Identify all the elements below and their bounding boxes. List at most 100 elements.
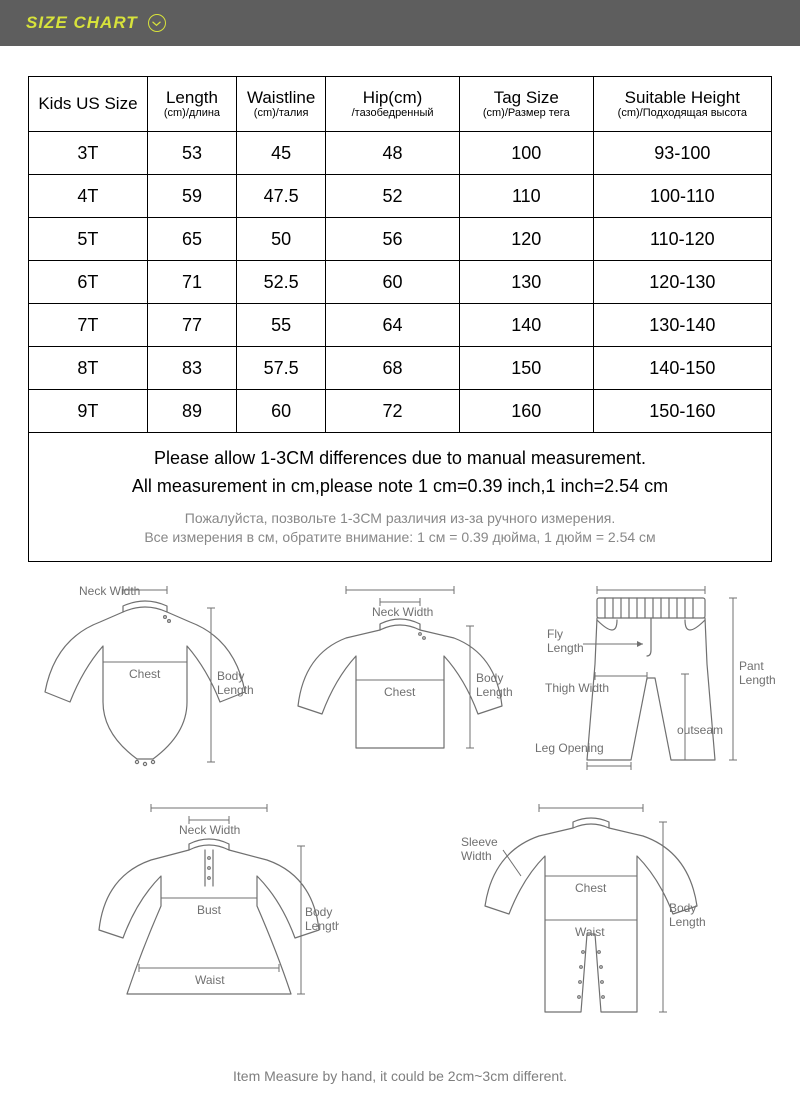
header-title: SIZE CHART (26, 13, 138, 33)
size-chart-table-body: 3T53454810093-1004T5947.552110100-1105T6… (29, 132, 772, 433)
table-cell: 60 (237, 390, 326, 433)
table-cell: 110 (459, 175, 593, 218)
col-header: Waistline(cm)/талия (237, 77, 326, 132)
table-cell: 59 (147, 175, 236, 218)
svg-text:Neck Width: Neck Width (179, 823, 240, 837)
table-cell: 52.5 (237, 261, 326, 304)
svg-text:Body: Body (669, 901, 696, 915)
table-row: 9T896072160150-160 (29, 390, 772, 433)
table-cell: 120 (459, 218, 593, 261)
col-header-main: Tag Size (462, 89, 591, 107)
table-cell: 8T (29, 347, 148, 390)
footnote-ru-line: Все измерения в см, обратите внимание: 1… (37, 528, 763, 547)
col-header-sub: /тазобедренный (328, 107, 457, 119)
col-header-main: Waistline (239, 89, 323, 107)
col-header-main: Hip(cm) (328, 89, 457, 107)
table-cell: 120-130 (593, 261, 771, 304)
table-row: 7T775564140130-140 (29, 304, 772, 347)
svg-text:Length: Length (476, 685, 513, 699)
svg-text:Length: Length (217, 683, 254, 697)
table-row: 3T53454810093-100 (29, 132, 772, 175)
svg-text:Shoulder: Shoulder (183, 802, 231, 805)
table-cell: 110-120 (593, 218, 771, 261)
table-cell: 4T (29, 175, 148, 218)
col-header-main: Suitable Height (596, 89, 769, 107)
footnote-en-line: All measurement in cm,please note 1 cm=0… (37, 473, 763, 501)
col-header-main: Length (150, 89, 234, 107)
table-row: 6T7152.560130120-130 (29, 261, 772, 304)
diagram-jumpsuit: Shoulder SleeveWidth Chest Waist (461, 802, 721, 1032)
svg-text:outseam: outseam (677, 723, 723, 737)
table-cell: 52 (326, 175, 460, 218)
size-chart-header-row: Kids US Size Length(cm)/длина Waistline(… (29, 77, 772, 132)
size-chart-header: SIZE CHART (0, 0, 800, 46)
table-row: 8T8357.568150140-150 (29, 347, 772, 390)
table-cell: 100 (459, 132, 593, 175)
col-header: Hip(cm)/тазобедренный (326, 77, 460, 132)
table-cell: 7T (29, 304, 148, 347)
table-cell: 89 (147, 390, 236, 433)
svg-text:Neck Width: Neck Width (372, 605, 433, 619)
table-cell: 150-160 (593, 390, 771, 433)
svg-text:Fly: Fly (547, 627, 563, 641)
svg-text:Shoulder: Shoulder (370, 584, 418, 587)
table-cell: 50 (237, 218, 326, 261)
col-header: Tag Size(cm)/Размер тега (459, 77, 593, 132)
table-cell: 68 (326, 347, 460, 390)
svg-text:Chest: Chest (575, 881, 607, 895)
table-cell: 60 (326, 261, 460, 304)
svg-text:Shoulder: Shoulder (567, 802, 615, 805)
col-header-sub: (cm)/Подходящая высота (596, 107, 769, 119)
svg-text:Thigh Width: Thigh Width (545, 681, 609, 695)
header-title-wrap: SIZE CHART (26, 13, 166, 33)
table-row: 4T5947.552110100-110 (29, 175, 772, 218)
size-chart-table-wrapper: Kids US Size Length(cm)/длина Waistline(… (0, 46, 800, 566)
table-cell: 100-110 (593, 175, 771, 218)
table-cell: 45 (237, 132, 326, 175)
table-cell: 64 (326, 304, 460, 347)
col-header-sub: (cm)/талия (239, 107, 323, 119)
col-header: Suitable Height(cm)/Подходящая высота (593, 77, 771, 132)
col-header: Kids US Size (29, 77, 148, 132)
size-chart-table-head: Kids US Size Length(cm)/длина Waistline(… (29, 77, 772, 132)
diagram-long-sleeve-tee: Shoulder Neck Width Chest BodyLength (280, 584, 520, 774)
svg-text:Length: Length (739, 673, 775, 687)
svg-text:Chest: Chest (384, 685, 416, 699)
svg-text:Width: Width (461, 849, 492, 863)
svg-text:Body: Body (476, 671, 503, 685)
svg-text:Body: Body (305, 905, 332, 919)
label-body-length: Body (217, 669, 244, 683)
col-header: Length(cm)/длина (147, 77, 236, 132)
footnote-en-line: Please allow 1-3CM differences due to ma… (37, 445, 763, 473)
diagram-bodysuit: Neck Width Neck Width Chest Body Length (25, 584, 265, 774)
svg-text:Leg Opening: Leg Opening (535, 741, 604, 755)
svg-text:Sleeve: Sleeve (461, 835, 498, 849)
svg-text:Length: Length (305, 919, 339, 933)
footnote-ru-line: Пожалуйста, позвольте 1-3СМ различия из-… (37, 509, 763, 528)
diagram-row-1: Neck Width Neck Width Chest Body Length (22, 584, 778, 774)
bottom-caption: Item Measure by hand, it could be 2cm~3c… (0, 1042, 800, 1118)
chevron-down-icon (148, 14, 166, 32)
col-header-sub: (cm)/длина (150, 107, 234, 119)
size-chart-footnote: Please allow 1-3CM differences due to ma… (29, 433, 772, 562)
table-cell: 140 (459, 304, 593, 347)
table-cell: 140-150 (593, 347, 771, 390)
table-cell: 83 (147, 347, 236, 390)
svg-text:Neck Width: Neck Width (79, 584, 140, 598)
diagram-pants: Waist Width FlyLength (535, 584, 775, 774)
table-cell: 150 (459, 347, 593, 390)
table-row: 5T655056120110-120 (29, 218, 772, 261)
table-cell: 65 (147, 218, 236, 261)
table-cell: 130 (459, 261, 593, 304)
label-chest: Chest (129, 667, 161, 681)
table-cell: 53 (147, 132, 236, 175)
table-cell: 5T (29, 218, 148, 261)
table-cell: 3T (29, 132, 148, 175)
table-cell: 93-100 (593, 132, 771, 175)
svg-text:Waist: Waist (195, 973, 225, 987)
table-cell: 48 (326, 132, 460, 175)
table-cell: 160 (459, 390, 593, 433)
table-cell: 56 (326, 218, 460, 261)
table-cell: 71 (147, 261, 236, 304)
col-header-main: Kids US Size (31, 95, 145, 113)
